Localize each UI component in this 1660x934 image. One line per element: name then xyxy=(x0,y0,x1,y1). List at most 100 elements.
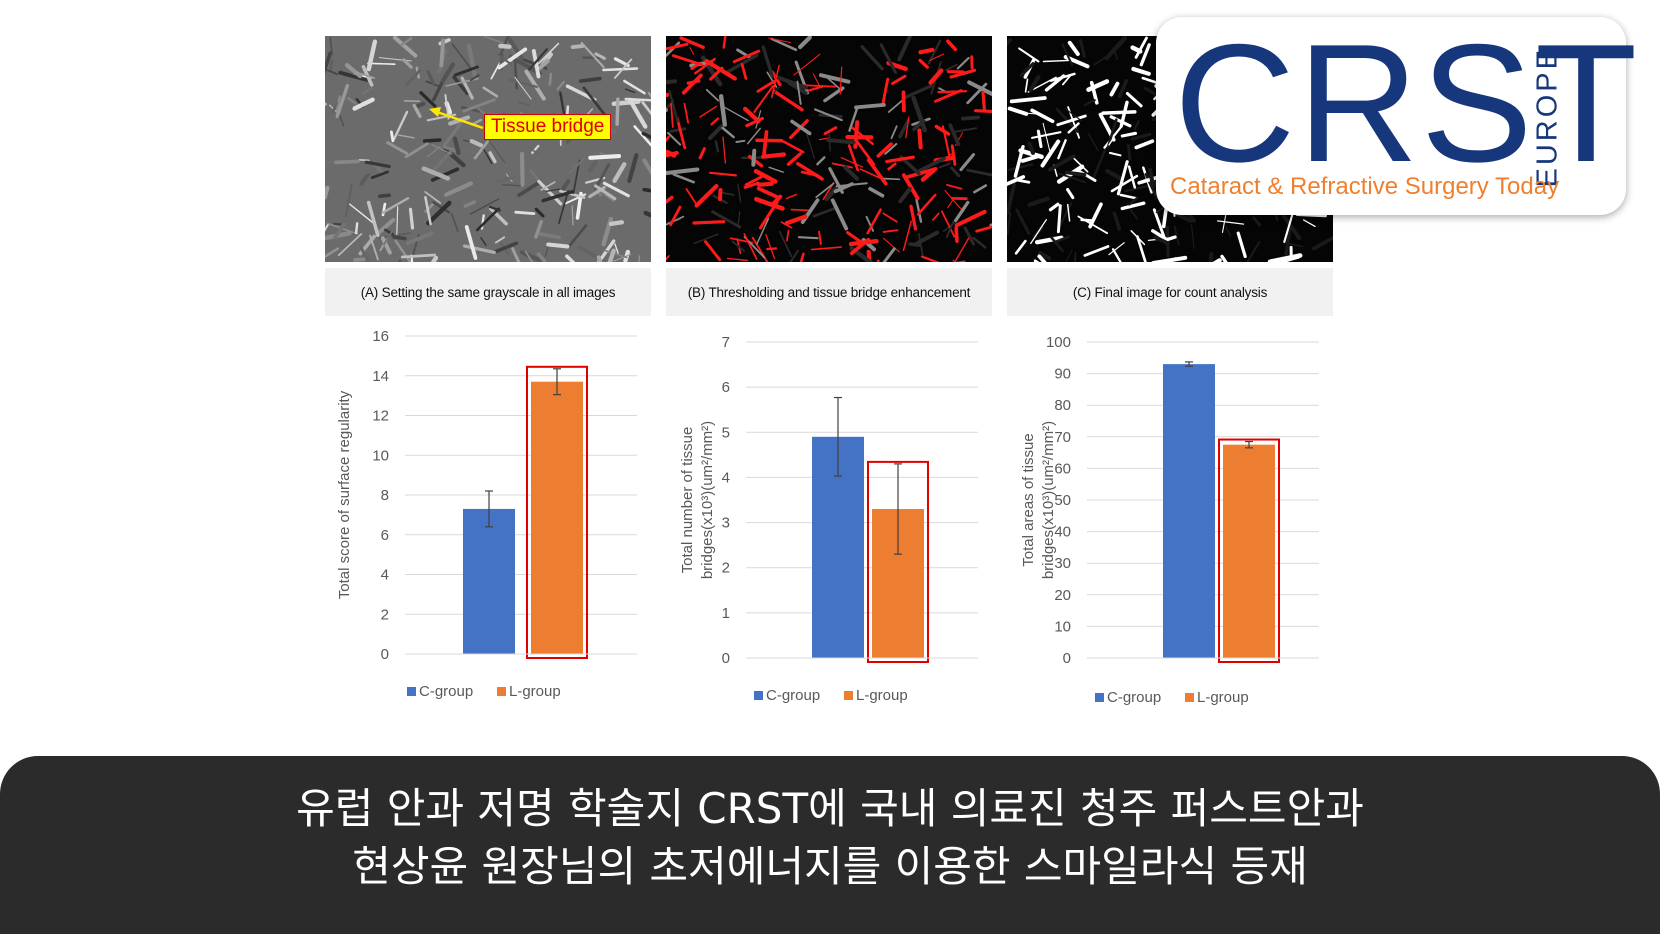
sem-fiber xyxy=(671,54,704,67)
y-tick-label: 10 xyxy=(1054,618,1071,635)
sem-fiber xyxy=(627,97,648,129)
sem-fiber xyxy=(1120,131,1138,138)
sem-fiber xyxy=(482,86,499,98)
sem-fiber xyxy=(469,139,483,148)
sem-fiber xyxy=(638,255,640,262)
sem-fiber xyxy=(693,233,719,245)
sem-fiber xyxy=(1020,154,1039,163)
sem-fiber xyxy=(339,115,345,127)
sem-fiber xyxy=(954,237,970,262)
sem-fiber xyxy=(916,193,937,216)
sem-fiber xyxy=(954,127,978,133)
y-axis-label: Total score of surface regularity xyxy=(336,390,353,599)
sem-fiber xyxy=(548,61,581,71)
sem-fiber xyxy=(1037,254,1047,262)
sem-fiber xyxy=(1079,39,1086,58)
sem-fiber xyxy=(537,58,550,70)
sem-fiber xyxy=(950,166,961,178)
sem-fiber xyxy=(588,154,622,160)
sem-fiber xyxy=(1057,202,1073,230)
sem-fiber xyxy=(400,37,413,47)
sem-fiber xyxy=(422,138,442,143)
sem-fiber xyxy=(1120,201,1146,211)
sem-fiber xyxy=(1164,235,1177,242)
sem-fiber xyxy=(780,221,793,229)
sem-fiber xyxy=(494,236,506,244)
sem-fiber xyxy=(865,215,875,232)
sem-fiber xyxy=(708,171,738,177)
sem-fiber xyxy=(535,42,560,68)
sem-fiber xyxy=(731,240,746,252)
sem-fiber xyxy=(344,63,363,79)
sem-fiber xyxy=(641,101,651,116)
sem-fiber xyxy=(707,124,724,141)
sem-fiber xyxy=(1119,193,1138,200)
sem-fiber xyxy=(643,210,651,218)
sem-fiber xyxy=(545,188,561,193)
sem-fiber xyxy=(876,259,880,262)
sem-fiber xyxy=(812,73,821,87)
y-tick-label: 60 xyxy=(1054,460,1071,477)
sem-fiber xyxy=(1056,204,1062,234)
y-tick-label: 8 xyxy=(381,487,389,504)
sem-fiber xyxy=(1007,163,1034,172)
sem-fiber xyxy=(1064,107,1082,122)
sem-fiber xyxy=(789,249,799,262)
sem-fiber xyxy=(338,70,369,82)
sem-fiber xyxy=(511,247,521,262)
sem-fiber xyxy=(1083,99,1096,107)
sem-fiber xyxy=(901,173,920,201)
sem-fiber xyxy=(432,201,451,214)
sem-fiber xyxy=(393,36,418,58)
sem-fiber xyxy=(408,207,415,230)
sem-fiber xyxy=(736,48,753,60)
sem-fiber xyxy=(722,36,727,49)
sem-fiber xyxy=(816,156,826,166)
sem-fiber xyxy=(514,76,532,100)
sem-fiber xyxy=(891,74,907,85)
sem-fiber xyxy=(745,116,764,128)
sem-fiber xyxy=(902,220,912,252)
sem-fiber xyxy=(761,45,774,79)
sem-fiber xyxy=(1108,151,1122,157)
sem-fiber xyxy=(732,49,761,64)
y-tick-label: 50 xyxy=(1054,492,1071,509)
sem-fiber xyxy=(667,131,682,146)
y-tick-label: 80 xyxy=(1054,397,1071,414)
sem-fiber xyxy=(534,207,545,218)
sem-fiber xyxy=(1087,132,1099,151)
sem-fiber xyxy=(883,177,901,181)
sem-fiber xyxy=(443,145,459,153)
crst-europe-logo: CRST EUROPE Cataract & Refractive Surger… xyxy=(1156,17,1637,215)
sem-fiber xyxy=(1175,212,1193,223)
sem-fiber xyxy=(1283,208,1295,243)
sem-fiber xyxy=(909,204,918,231)
sem-fiber xyxy=(1106,118,1118,149)
sem-fiber xyxy=(884,143,898,155)
sem-fiber xyxy=(344,183,353,218)
sem-fiber xyxy=(497,47,528,70)
sem-fiber xyxy=(1042,122,1052,156)
sem-fiber xyxy=(912,119,926,132)
sem-fiber xyxy=(887,162,897,171)
sem-fiber xyxy=(426,200,452,226)
sem-fiber xyxy=(1112,47,1119,61)
sem-fiber xyxy=(578,76,602,83)
sem-fiber xyxy=(722,136,727,164)
sem-fiber xyxy=(918,47,935,55)
sem-fiber xyxy=(405,68,422,87)
y-tick-label: 70 xyxy=(1054,429,1071,446)
sem-fiber xyxy=(944,63,959,72)
sem-fiber xyxy=(641,131,651,140)
sem-fiber xyxy=(1173,225,1180,246)
sem-fiber xyxy=(1109,115,1132,128)
sem-fiber xyxy=(1042,59,1070,63)
sem-fiber xyxy=(1302,219,1316,228)
sem-fiber xyxy=(928,68,944,85)
sem-fiber xyxy=(1007,175,1026,186)
sem-fiber xyxy=(854,103,886,110)
sem-fiber xyxy=(753,85,774,113)
sem-fiber xyxy=(496,53,513,66)
sem-fiber xyxy=(1015,208,1031,235)
bar-l-group xyxy=(1223,444,1275,658)
